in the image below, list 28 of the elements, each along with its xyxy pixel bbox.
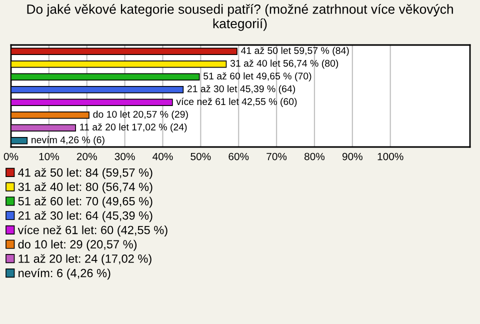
x-tick-label: 20% xyxy=(76,152,97,160)
legend-label: 11 až 20 let: 24 (17,02 %) xyxy=(18,254,152,266)
x-tick-label: 10% xyxy=(39,152,59,160)
x-tick-label: 30% xyxy=(114,152,135,160)
legend-label: 51 až 60 let: 70 (49,65 %) xyxy=(18,196,152,208)
x-tick-label: 70% xyxy=(266,152,287,160)
chart-title: Do jaké věkové kategorie sousedi patří? (možné zatrhnout více věkových kategorií) xyxy=(27,4,453,31)
x-tick-label: 40% xyxy=(152,152,173,160)
x-tick-label: 80% xyxy=(304,152,325,160)
data-label: nevím 4,26 % (6) xyxy=(32,136,104,146)
x-tick-label: 90% xyxy=(342,152,362,160)
data-label: 21 až 30 let 45,39 % (64) xyxy=(187,85,296,94)
data-label: do 10 let 20,57 % (29) xyxy=(93,110,188,120)
data-label: 11 až 20 let 17,02 % (24) xyxy=(80,123,187,132)
legend-label: více než 61 let: 60 (42,55 %) xyxy=(18,225,168,237)
legend-label: do 10 let: 29 (20,57 %) xyxy=(18,240,137,251)
data-label: 31 až 40 let 56,74 % (80) xyxy=(230,60,338,69)
data-label: 41 až 50 let 59,57 % (84) xyxy=(240,46,349,56)
data-label: 51 až 60 let 49,65 % (70) xyxy=(204,72,312,82)
x-tick-label: 0% xyxy=(4,152,18,160)
legend-label: 21 až 30 let: 64 (45,39 %) xyxy=(18,211,152,222)
data-label: více než 61 let 42,55 % (60) xyxy=(176,98,297,107)
x-tick-label: 100% xyxy=(378,152,404,160)
legend-label: 41 až 50 let: 84 (59,57 %) xyxy=(18,168,152,180)
legend-label: 31 až 40 let: 80 (56,74 %) xyxy=(18,182,152,194)
legend-label: nevím: 6 (4,26 %) xyxy=(18,268,110,280)
x-tick-label: 50% xyxy=(190,152,211,160)
x-tick-label: 60% xyxy=(228,152,249,160)
